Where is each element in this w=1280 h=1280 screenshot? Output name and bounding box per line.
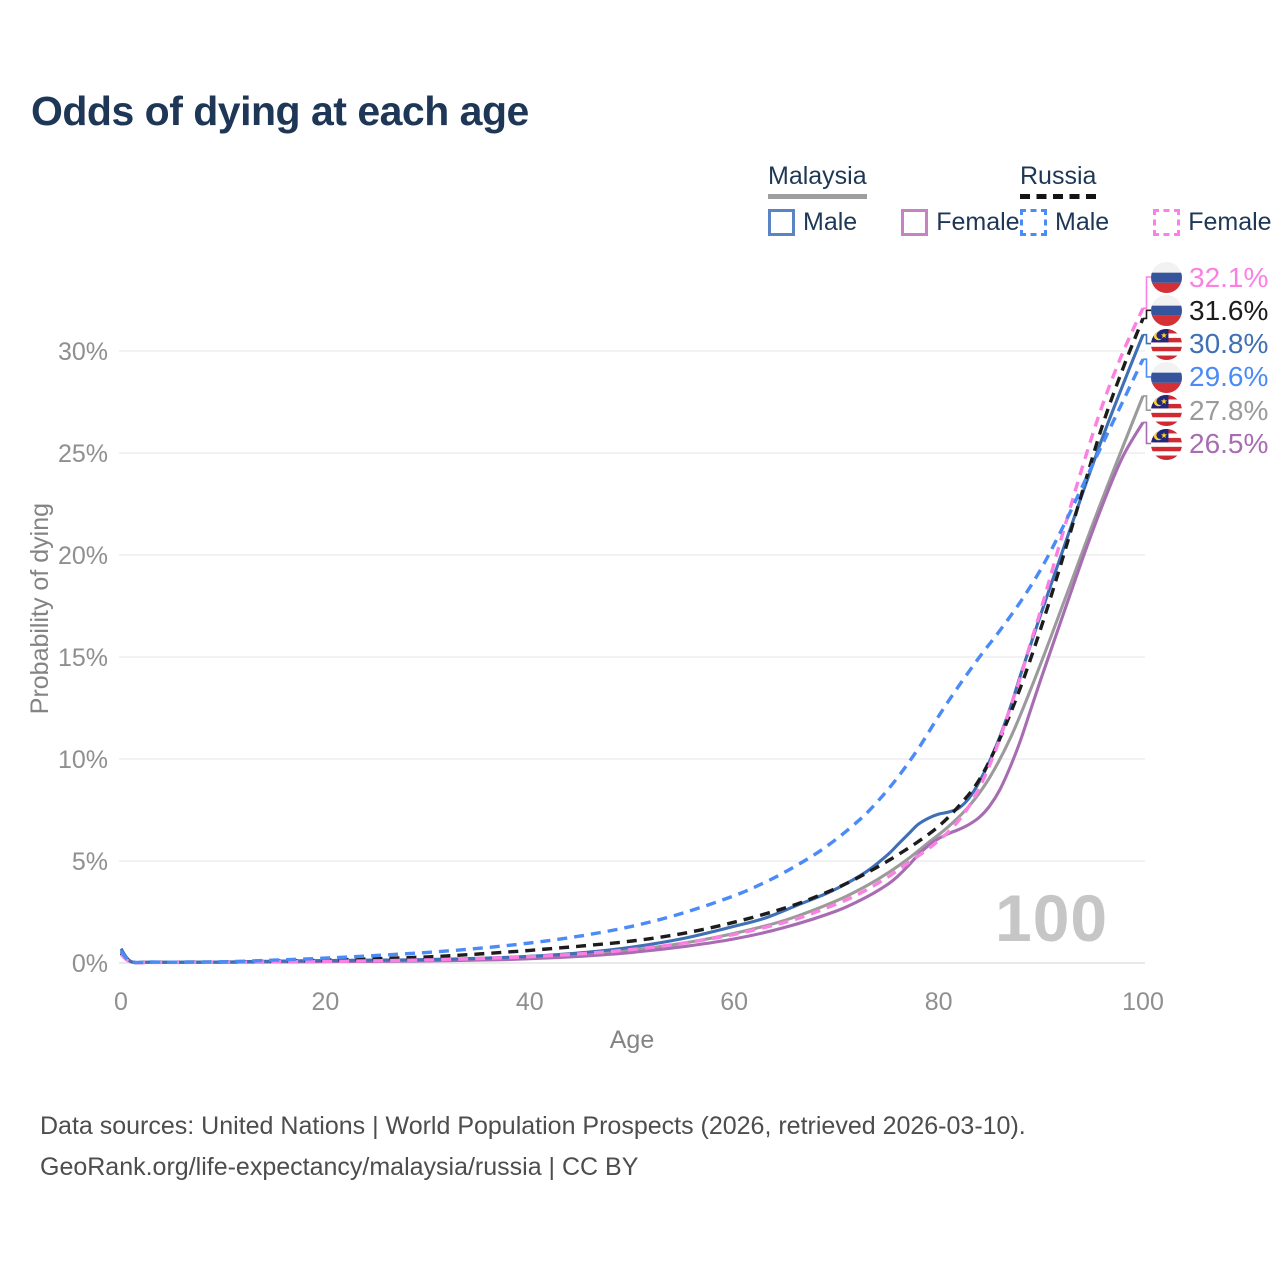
x-tick-label: 40 <box>516 988 544 1016</box>
x-tick-label: 60 <box>720 988 748 1016</box>
legend-item-russia-female[interactable]: Female <box>1153 208 1272 237</box>
y-tick-label: 5% <box>72 848 108 876</box>
legend-checkbox-russia-female[interactable] <box>1153 209 1181 236</box>
x-tick-label: 20 <box>311 988 339 1016</box>
end-label-value-russia-male: 29.6% <box>1189 361 1269 393</box>
series-line-malaysia-male <box>119 334 1145 965</box>
russia-flag-icon <box>1151 362 1182 393</box>
end-label-russia-female: 32.1% <box>1151 262 1268 294</box>
footer: Data sources: United Nations | World Pop… <box>40 1106 1026 1188</box>
end-label-value-malaysia-female: 26.5% <box>1189 428 1269 459</box>
leader-line-russia-all <box>1143 309 1151 320</box>
page-title: Odds of dying at each age <box>31 88 529 134</box>
series-line-russia-female <box>119 307 1145 965</box>
end-label-malaysia-male: 30.8% <box>1151 328 1268 360</box>
end-label-russia-all: 31.6% <box>1151 295 1268 327</box>
russia-flag-icon <box>1151 295 1182 326</box>
legend-label-malaysia-female: Female <box>936 208 1020 236</box>
series-line-malaysia-female <box>119 421 1145 965</box>
legend-country-malaysia: Malaysia <box>768 162 867 199</box>
legend-country-russia: Russia <box>1020 162 1097 199</box>
leader-line-russia-male <box>1143 358 1151 378</box>
legend-checkbox-malaysia-male[interactable] <box>768 209 795 236</box>
legend-item-malaysia-male[interactable]: Male <box>768 208 857 237</box>
malaysia-flag-icon <box>1151 329 1182 360</box>
y-tick-label: 20% <box>58 542 108 570</box>
leader-line-malaysia-female <box>1143 421 1151 445</box>
footer-data-sources: Data sources: United Nations | World Pop… <box>40 1112 1026 1140</box>
y-tick-label: 25% <box>58 440 108 468</box>
y-tick-label: 30% <box>58 338 108 366</box>
legend-label-malaysia-male: Male <box>803 208 858 236</box>
leader-line-malaysia-male <box>1143 333 1151 345</box>
footer-attribution: GeoRank.org/life-expectancy/malaysia/rus… <box>40 1153 639 1181</box>
legend-item-russia-male[interactable]: Male <box>1020 208 1109 237</box>
y-axis-title: Probability of dying <box>26 503 54 715</box>
series-line-russia-all <box>119 317 1145 965</box>
malaysia-flag-icon <box>1151 395 1182 426</box>
legend-item-malaysia-female[interactable]: Female <box>901 208 1020 237</box>
end-label-russia-male: 29.6% <box>1151 361 1268 393</box>
legend-label-russia-female: Female <box>1188 208 1272 236</box>
legend-label-russia-male: Male <box>1055 208 1110 236</box>
legend-checkbox-malaysia-female[interactable] <box>901 209 929 236</box>
y-tick-label: 10% <box>58 746 108 774</box>
leader-line-malaysia-all <box>1143 395 1151 411</box>
series-line-russia-male <box>119 358 1145 965</box>
legend-group-malaysia: Malaysia Male Female <box>768 162 1020 237</box>
leader-line-russia-female <box>1143 276 1151 309</box>
end-label-value-malaysia-male: 30.8% <box>1189 328 1269 360</box>
russia-flag-icon <box>1151 262 1182 293</box>
end-label-malaysia-female: 26.5% <box>1151 428 1268 460</box>
x-tick-label: 100 <box>1122 988 1164 1016</box>
end-label-malaysia-all: 27.8% <box>1151 395 1268 427</box>
y-tick-label: 15% <box>58 644 108 672</box>
series-line-malaysia-all <box>119 395 1145 965</box>
age-counter-watermark: 100 <box>995 881 1109 955</box>
x-tick-label: 80 <box>925 988 953 1016</box>
legend-checkbox-russia-male[interactable] <box>1020 209 1047 236</box>
x-tick-label: 0 <box>114 988 128 1016</box>
x-axis-title: Age <box>609 1026 655 1054</box>
end-label-value-russia-female: 32.1% <box>1189 261 1269 293</box>
end-label-value-malaysia-all: 27.8% <box>1189 394 1269 426</box>
end-label-value-russia-all: 31.6% <box>1189 294 1269 326</box>
legend-group-russia: Russia Male Female <box>1020 162 1272 237</box>
malaysia-flag-icon <box>1151 429 1182 460</box>
y-tick-label: 0% <box>72 950 108 978</box>
